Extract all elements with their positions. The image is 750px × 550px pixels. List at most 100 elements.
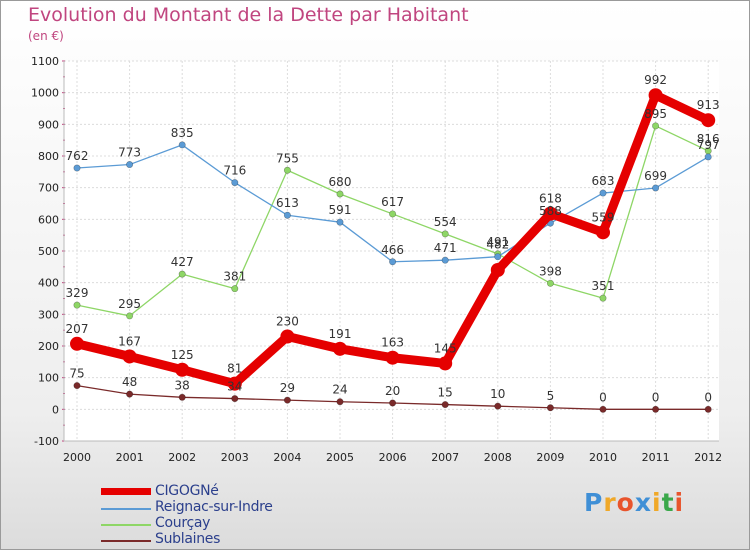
data-label: 191 bbox=[329, 327, 352, 341]
data-label: 491 bbox=[486, 235, 509, 249]
proxiti-logo: Proxiti bbox=[584, 488, 684, 517]
y-tick-label: 1100 bbox=[31, 55, 59, 68]
data-point bbox=[73, 164, 81, 172]
data-label: 797 bbox=[697, 138, 720, 152]
legend-label-reignac: Reignac-sur-Indre bbox=[155, 499, 273, 515]
chart-title: Evolution du Montant de la Dette par Hab… bbox=[28, 4, 469, 26]
data-label: 10 bbox=[490, 387, 505, 401]
data-point bbox=[543, 206, 558, 221]
unit-label: (en €) bbox=[28, 29, 64, 43]
y-tick-label: 800 bbox=[38, 150, 59, 163]
data-label: 895 bbox=[644, 107, 667, 121]
data-point bbox=[231, 179, 239, 187]
x-tick-label: 2005 bbox=[326, 451, 354, 464]
data-label: 913 bbox=[697, 98, 720, 112]
data-label: 34 bbox=[227, 380, 242, 394]
data-label: 48 bbox=[122, 375, 137, 389]
data-point bbox=[333, 341, 347, 356]
data-point bbox=[126, 390, 134, 398]
y-tick-label: 700 bbox=[38, 182, 59, 195]
logo-letter: r bbox=[603, 488, 617, 517]
logo-letter: o bbox=[616, 488, 635, 517]
logo-letter: t bbox=[661, 488, 675, 517]
data-label: 15 bbox=[438, 386, 453, 400]
data-label: 145 bbox=[434, 341, 457, 355]
data-label: 427 bbox=[171, 255, 194, 269]
data-label: 588 bbox=[539, 204, 562, 218]
data-label: 207 bbox=[66, 322, 89, 336]
data-point bbox=[231, 285, 239, 293]
data-label: 992 bbox=[644, 73, 667, 87]
data-point bbox=[599, 405, 607, 413]
line-chart: -100010020030040050060070080090010001100… bbox=[31, 55, 722, 464]
legend-swatch-sublaines bbox=[101, 540, 151, 542]
data-label: 230 bbox=[276, 315, 299, 329]
data-label: 617 bbox=[381, 195, 404, 209]
data-point bbox=[389, 399, 397, 407]
legend-label-sublaines: Sublaines bbox=[155, 531, 221, 547]
data-label: 683 bbox=[592, 174, 615, 188]
legend-label-cigogne: CIGOGNé bbox=[155, 483, 219, 499]
data-point bbox=[652, 405, 660, 413]
data-point bbox=[648, 88, 663, 103]
y-tick-label: 200 bbox=[38, 340, 59, 353]
data-label: 716 bbox=[223, 164, 246, 178]
x-tick-label: 2012 bbox=[694, 451, 722, 464]
y-tick-label: 100 bbox=[38, 372, 59, 385]
data-point bbox=[441, 256, 449, 264]
data-label: 699 bbox=[644, 169, 667, 183]
y-tick-label: 1000 bbox=[31, 87, 59, 100]
data-label: 835 bbox=[171, 126, 194, 140]
data-point bbox=[336, 398, 344, 406]
data-point bbox=[704, 153, 712, 161]
data-point bbox=[175, 362, 190, 377]
data-point bbox=[126, 312, 134, 320]
data-label: 613 bbox=[276, 196, 299, 210]
data-point bbox=[178, 141, 186, 149]
data-point bbox=[599, 189, 607, 197]
data-point bbox=[389, 258, 397, 266]
x-tick-label: 2008 bbox=[484, 451, 512, 464]
data-label: 0 bbox=[599, 390, 607, 404]
data-point bbox=[389, 210, 397, 218]
data-point bbox=[441, 401, 449, 409]
x-tick-label: 2010 bbox=[589, 451, 617, 464]
x-tick-label: 2004 bbox=[273, 451, 301, 464]
data-point bbox=[438, 356, 453, 371]
y-tick-label: 400 bbox=[38, 277, 59, 290]
data-label: 75 bbox=[69, 367, 84, 381]
data-label: 163 bbox=[381, 336, 404, 350]
data-label: 773 bbox=[118, 146, 141, 160]
data-label: 466 bbox=[381, 243, 404, 257]
data-label: 24 bbox=[332, 383, 347, 397]
logo-letter: i bbox=[652, 488, 662, 517]
y-tick-label: 500 bbox=[38, 245, 59, 258]
legend-swatch-cigogne bbox=[101, 488, 151, 495]
data-point bbox=[546, 404, 554, 412]
data-point bbox=[178, 393, 186, 401]
data-point bbox=[70, 336, 84, 351]
data-label: 5 bbox=[547, 389, 555, 403]
data-point bbox=[73, 382, 81, 390]
data-label: 559 bbox=[592, 210, 615, 224]
data-label: 618 bbox=[539, 192, 562, 206]
x-tick-label: 2000 bbox=[63, 451, 91, 464]
x-tick-label: 2009 bbox=[536, 451, 564, 464]
data-label: 381 bbox=[223, 270, 246, 284]
data-label: 482 bbox=[486, 238, 509, 252]
x-tick-label: 2006 bbox=[379, 451, 407, 464]
y-tick-label: 0 bbox=[52, 403, 59, 416]
data-point bbox=[652, 122, 660, 130]
data-point bbox=[652, 184, 660, 192]
data-point bbox=[441, 230, 449, 238]
data-point bbox=[283, 396, 291, 404]
data-point bbox=[178, 270, 186, 278]
y-tick-label: 600 bbox=[38, 213, 59, 226]
x-tick-label: 2003 bbox=[221, 451, 249, 464]
data-label: 125 bbox=[171, 348, 194, 362]
data-label: 38 bbox=[175, 378, 190, 392]
y-tick-label: 300 bbox=[38, 308, 59, 321]
data-point bbox=[283, 211, 291, 219]
data-label: 762 bbox=[66, 149, 89, 163]
data-point bbox=[385, 350, 400, 365]
